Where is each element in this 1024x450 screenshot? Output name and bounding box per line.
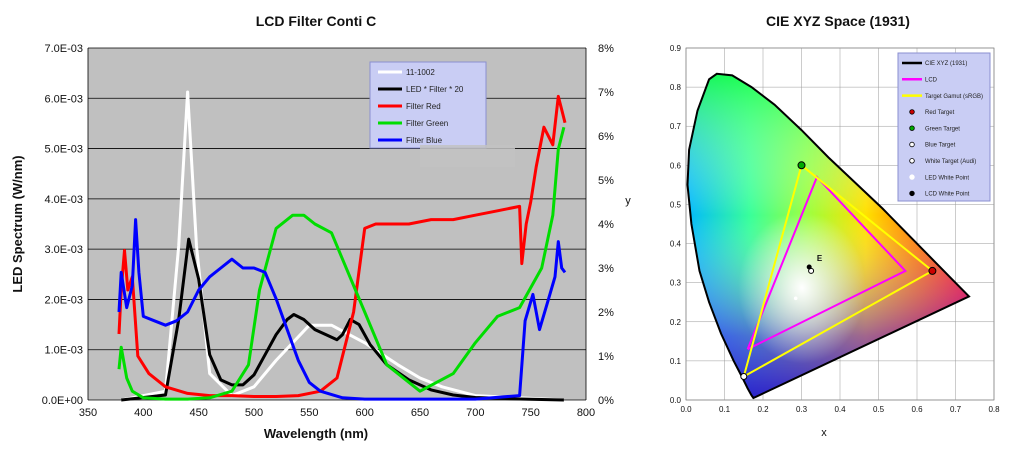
spectrum-y2-tick: 2% xyxy=(598,307,614,319)
spectrum-legend-label: Filter Red xyxy=(406,102,441,111)
cie-y-axis-label: y xyxy=(625,195,631,207)
cie-locus-outline xyxy=(686,72,971,400)
spectrum-x-tick: 750 xyxy=(521,407,539,419)
cie-y-tick: 0.9 xyxy=(670,44,682,53)
cie-point-marker xyxy=(797,161,806,170)
cie-legend-label: Target Gamut (sRGB) xyxy=(925,94,983,100)
cie-legend-marker xyxy=(909,109,915,115)
spectrum-x-tick: 400 xyxy=(134,407,152,419)
cie-legend-marker xyxy=(909,174,915,180)
cie-legend-label: LED White Point xyxy=(925,175,969,181)
cie-y-tick: 0.6 xyxy=(670,161,682,170)
spectrum-tick-labels: 0.0E+00 1.0E-03 2.0E-03 3.0E-03 4.0E-03 5.0E-… xyxy=(42,43,614,419)
cie-point-marker xyxy=(793,296,798,301)
spectrum-chart-title: LCD Filter Conti C xyxy=(256,13,377,29)
cie-y-tick: 0.4 xyxy=(670,240,682,249)
cie-legend-label: Red Target xyxy=(925,110,955,116)
spectrum-y-tick: 2.0E-03 xyxy=(44,294,83,306)
spectrum-y-tick: 4.0E-03 xyxy=(44,194,83,206)
cie-y-tick: 0.2 xyxy=(670,318,682,327)
spectrum-legend: 11-1002 LED * Filter * 20 Filter Red Filter… xyxy=(369,61,487,149)
cie-x-tick: 0.6 xyxy=(911,405,923,414)
spectrum-y2-tick: 5% xyxy=(598,175,614,187)
spectrum-gridlines xyxy=(87,47,587,401)
cie-y-tick: 0.1 xyxy=(670,357,682,366)
spectrum-y2-tick: 1% xyxy=(598,351,614,363)
spectrum-x-tick: 350 xyxy=(79,407,97,419)
spectrum-y-tick: 6.0E-03 xyxy=(44,93,83,105)
cie-tick-labels: 0.0 0.1 0.2 0.3 0.4 0.5 0.6 0.7 0.8 0.0 0.1 0.2 0.3 0… xyxy=(670,44,1000,414)
cie-legend-label: Blue Target xyxy=(925,143,956,149)
spectrum-y2-tick: 7% xyxy=(598,87,614,99)
cie-x-tick: 0.2 xyxy=(757,405,769,414)
spectrum-x-tick: 450 xyxy=(189,407,207,419)
cie-y-tick: 0.7 xyxy=(670,122,682,131)
cie-legend-marker xyxy=(909,158,915,164)
spectrum-x-tick: 500 xyxy=(245,407,263,419)
cie-legend-marker xyxy=(909,190,915,197)
cie-legend-label: CIE XYZ (1931) xyxy=(925,61,967,67)
spectrum-plot-area xyxy=(88,48,586,400)
cie-y-tick: 0.0 xyxy=(670,396,682,405)
spectrum-y-tick: 1.0E-03 xyxy=(44,345,83,357)
spectrum-x-tick: 700 xyxy=(466,407,484,419)
spectrum-y2-tick: 0% xyxy=(598,395,614,407)
cie-x-tick: 0.0 xyxy=(680,405,692,414)
cie-x-tick: 0.8 xyxy=(988,405,1000,414)
spectrum-x-tick: 600 xyxy=(355,407,373,419)
spectrum-y-axis-label: LED Spectrum (W/nm) xyxy=(10,155,25,292)
cie-legend-label: Green Target xyxy=(925,126,960,132)
spectrum-x-tick: 800 xyxy=(577,407,595,419)
cie-x-tick: 0.7 xyxy=(950,405,962,414)
spectrum-y-tick: 0.0E+00 xyxy=(42,395,83,407)
cie-series: E xyxy=(686,72,971,400)
cie-legend-label: LCD White Point xyxy=(925,192,970,198)
spectrum-y2-tick: 4% xyxy=(598,219,614,231)
spectrum-y-tick: 7.0E-03 xyxy=(44,43,83,55)
spectrum-x-axis-label: Wavelength (nm) xyxy=(264,426,368,441)
spectrum-series-line xyxy=(117,94,567,398)
cie-y-tick: 0.8 xyxy=(670,83,682,92)
cie-legend-marker xyxy=(909,125,915,131)
cie-point-marker xyxy=(928,266,937,275)
spectrum-legend-label: 11-1002 xyxy=(406,68,435,77)
cie-gamut-triangle xyxy=(742,163,935,378)
cie-x-tick: 0.4 xyxy=(834,405,846,414)
spectrum-legend-label: LED * Filter * 20 xyxy=(406,85,464,94)
spectrum-series-line xyxy=(117,126,566,401)
spectrum-y-tick: 3.0E-03 xyxy=(44,244,83,256)
cie-x-tick: 0.5 xyxy=(873,405,885,414)
spectrum-legend-label: Filter Blue xyxy=(406,136,443,145)
spectrum-y2-tick: 3% xyxy=(598,263,614,275)
cie-point-marker xyxy=(806,264,812,270)
cie-legend-marker xyxy=(909,141,915,148)
spectrum-y-tick: 5.0E-03 xyxy=(44,144,83,156)
spectrum-legend-label: Filter Green xyxy=(406,119,448,128)
spectrum-series-line xyxy=(117,218,567,401)
cie-x-tick: 0.3 xyxy=(796,405,808,414)
cie-legend: CIE XYZ (1931) LCD Target Gamut (sRGB) Red … xyxy=(897,52,991,202)
cie-y-tick: 0.3 xyxy=(670,279,682,288)
cie-chart: CIE XYZ Space (1931) E 0.0 0.1 0.2 0.3 0.4 0.… xyxy=(625,13,1000,439)
spectrum-y2-tick: 8% xyxy=(598,43,614,55)
spectrum-series xyxy=(117,90,567,402)
cie-y-tick: 0.5 xyxy=(670,200,682,209)
spectrum-legend-shadow xyxy=(420,145,515,167)
cie-chart-title: CIE XYZ Space (1931) xyxy=(766,13,910,29)
spectrum-x-tick: 650 xyxy=(411,407,429,419)
cie-legend-label: LCD xyxy=(925,78,938,84)
cie-point-marker xyxy=(740,373,748,380)
cie-gamut-triangle xyxy=(746,175,908,351)
spectrum-chart: LCD Filter Conti C 0.0E+00 1.0E-03 2.0E-03… xyxy=(10,13,614,441)
cie-legend-label: White Target (Audi) xyxy=(925,159,976,165)
spectrum-x-tick: 550 xyxy=(300,407,318,419)
cie-x-axis-label: x xyxy=(821,427,827,439)
cie-annotation-e: E xyxy=(817,254,823,263)
spectrum-series-line xyxy=(121,237,564,402)
spectrum-y2-tick: 6% xyxy=(598,131,614,143)
cie-x-tick: 0.1 xyxy=(719,405,731,414)
